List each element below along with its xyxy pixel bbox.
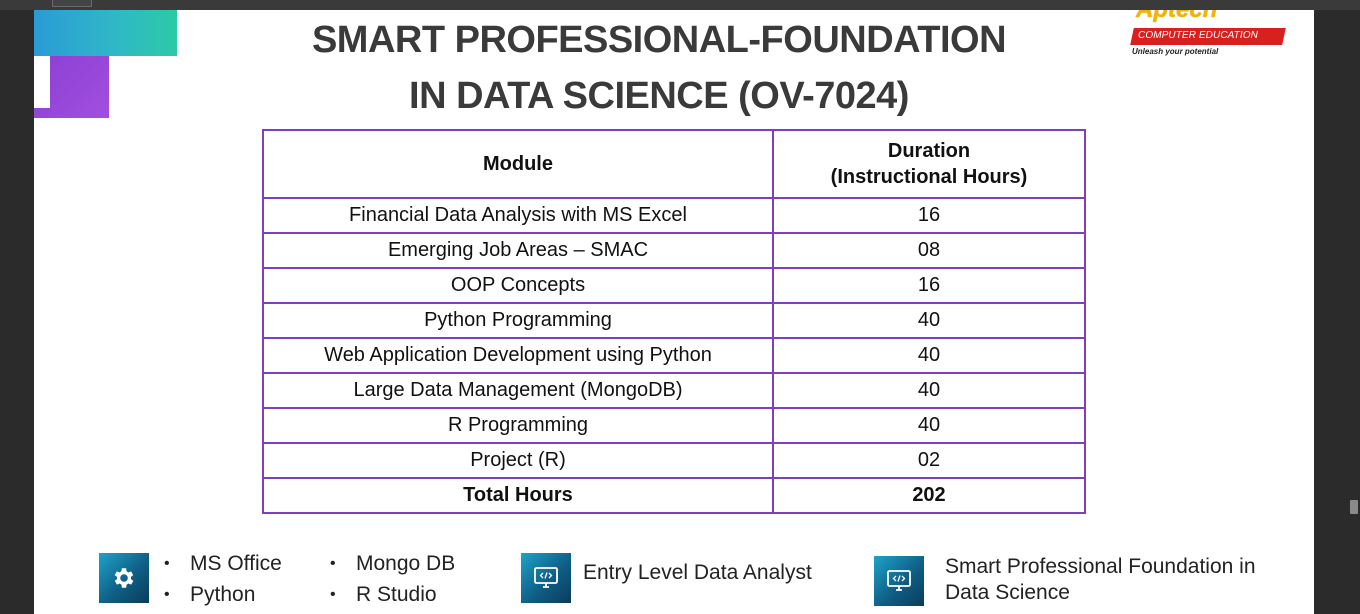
scrollbar-thumb[interactable] (1350, 500, 1358, 514)
monitor-code-icon (874, 556, 924, 606)
table-row: R Programming 40 (262, 407, 1086, 444)
gear-icon (99, 553, 149, 603)
monitor-code-icon-graphic (887, 570, 911, 591)
module-cell: Emerging Job Areas – SMAC (262, 232, 774, 269)
viewer-top-bar (0, 0, 1360, 10)
hours-cell: 40 (772, 372, 1086, 409)
list-item: R Studio (330, 579, 455, 610)
hours-cell: 08 (772, 232, 1086, 269)
logo-tagline: Unleash your potential (1132, 47, 1219, 56)
viewer-right-gutter (1314, 10, 1360, 614)
table-row: Project (R) 02 (262, 442, 1086, 479)
hours-cell: 40 (772, 337, 1086, 374)
viewer-tab[interactable] (52, 0, 92, 7)
decorative-teal-block (34, 10, 177, 56)
table-header-row: Module Duration (Instructional Hours) (262, 129, 1086, 199)
aptech-logo: Aptech COMPUTER EDUCATION Unleash your p… (1128, 10, 1288, 62)
module-cell: Financial Data Analysis with MS Excel (262, 197, 774, 234)
modules-table: Module Duration (Instructional Hours) Fi… (262, 129, 1086, 514)
total-row: Total Hours 202 (262, 477, 1086, 514)
header-duration-line-2: (Instructional Hours) (830, 166, 1028, 188)
logo-brand-text: Aptech (1136, 10, 1286, 23)
module-cell: Large Data Management (MongoDB) (262, 372, 774, 409)
total-hours-cell: 202 (772, 477, 1086, 514)
header-duration: Duration (Instructional Hours) (772, 129, 1086, 199)
table-row: Large Data Management (MongoDB) 40 (262, 372, 1086, 409)
title-line-1: SMART PROFESSIONAL-FOUNDATION (311, 19, 1007, 61)
gear-icon-graphic (114, 568, 134, 588)
title-line-2: IN DATA SCIENCE (OV-7024) (409, 75, 909, 117)
slide: SMART PROFESSIONAL-FOUNDATION IN DATA SC… (34, 10, 1314, 614)
list-item: Mongo DB (330, 548, 455, 579)
tools-list-1: MS Office Python (164, 548, 282, 610)
slide-title: SMART PROFESSIONAL-FOUNDATION IN DATA SC… (254, 12, 1064, 124)
module-cell: Web Application Development using Python (262, 337, 774, 374)
table-row: Financial Data Analysis with MS Excel 16 (262, 197, 1086, 234)
tools-list-2: Mongo DB R Studio (330, 548, 455, 610)
table-row: OOP Concepts 16 (262, 267, 1086, 304)
table-row: Web Application Development using Python… (262, 337, 1086, 374)
monitor-code-icon (521, 553, 571, 603)
certification-text: Smart Professional Foundation in Data Sc… (945, 554, 1256, 606)
module-cell: Project (R) (262, 442, 774, 479)
certification-line-1: Smart Professional Foundation in (945, 555, 1256, 578)
decorative-white-strip (34, 56, 50, 108)
monitor-code-icon-graphic (534, 567, 558, 588)
logo-bar-text: COMPUTER EDUCATION (1138, 30, 1258, 41)
header-module: Module (262, 129, 774, 199)
job-role-text: Entry Level Data Analyst (583, 561, 812, 584)
hours-cell: 16 (772, 197, 1086, 234)
list-item: MS Office (164, 548, 282, 579)
hours-cell: 40 (772, 407, 1086, 444)
hours-cell: 16 (772, 267, 1086, 304)
certification-line-2: Data Science (945, 581, 1070, 604)
header-duration-line-1: Duration (887, 140, 971, 162)
hours-cell: 40 (772, 302, 1086, 339)
table-row: Python Programming 40 (262, 302, 1086, 339)
table-row: Emerging Job Areas – SMAC 08 (262, 232, 1086, 269)
total-label-cell: Total Hours (262, 477, 774, 514)
module-cell: OOP Concepts (262, 267, 774, 304)
module-cell: R Programming (262, 407, 774, 444)
hours-cell: 02 (772, 442, 1086, 479)
list-item: Python (164, 579, 282, 610)
module-cell: Python Programming (262, 302, 774, 339)
